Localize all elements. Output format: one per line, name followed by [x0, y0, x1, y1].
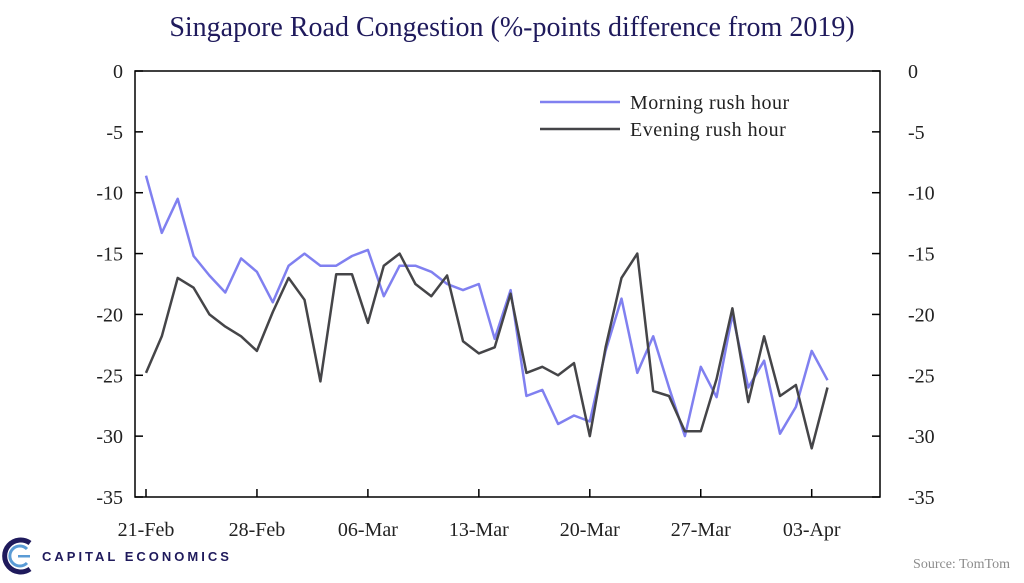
source-note: Source: TomTom — [913, 557, 1010, 572]
capital-economics-logo — [2, 537, 32, 575]
series-line-morning — [144, 175, 829, 438]
logo-bar-icon — [18, 555, 30, 558]
series-layer — [144, 175, 829, 450]
x-tick-label: 21-Feb — [118, 519, 175, 541]
x-tick-label: 03-Apr — [783, 519, 841, 541]
x-tick-label: 20-Mar — [560, 519, 620, 541]
chart-title: Singapore Road Congestion (%-points diff… — [169, 12, 854, 43]
right-axis: 0 -5 -10 -15 -20 -25 -30 -35 — [872, 61, 935, 509]
y-tick-label-left: -10 — [96, 183, 123, 205]
legend: Morning rush hour Evening rush hour — [540, 92, 790, 141]
x-tick-label: 27-Mar — [671, 519, 731, 541]
y-tick-label-left: 0 — [113, 61, 123, 83]
y-tick-label-right: -25 — [908, 365, 935, 387]
x-tick-label: 13-Mar — [449, 519, 509, 541]
left-axis: 0 -5 -10 -15 -20 -25 -30 -35 — [96, 61, 143, 509]
x-tick-label: 28-Feb — [229, 519, 286, 541]
y-tick-label-left: -5 — [106, 122, 123, 144]
x-axis: 21-Feb 28-Feb 06-Mar 13-Mar 20-Mar 27-Mar 03-A… — [118, 489, 841, 541]
y-tick-label-left: -15 — [96, 244, 123, 266]
brand-name: CAPITAL ECONOMICS — [42, 549, 232, 564]
legend-label: Morning rush hour — [630, 92, 790, 114]
plot-frame — [134, 70, 881, 498]
y-tick-label-left: -30 — [96, 426, 123, 448]
legend-label: Evening rush hour — [630, 119, 786, 141]
y-tick-label-right: -30 — [908, 426, 935, 448]
y-tick-label-right: -20 — [908, 304, 935, 326]
y-tick-label-left: -20 — [96, 304, 123, 326]
x-tick-label: 06-Mar — [338, 519, 398, 541]
y-tick-label-left: -35 — [96, 487, 123, 509]
logo-e-icon — [8, 544, 29, 568]
y-tick-label-right: -10 — [908, 183, 935, 205]
y-tick-label-left: -25 — [96, 365, 123, 387]
y-tick-label-right: -35 — [908, 487, 935, 509]
y-tick-label-right: -5 — [908, 122, 925, 144]
logo-c-icon — [2, 537, 32, 575]
series-line-evening — [144, 252, 829, 450]
y-tick-label-right: 0 — [908, 61, 918, 83]
y-tick-label-right: -15 — [908, 244, 935, 266]
